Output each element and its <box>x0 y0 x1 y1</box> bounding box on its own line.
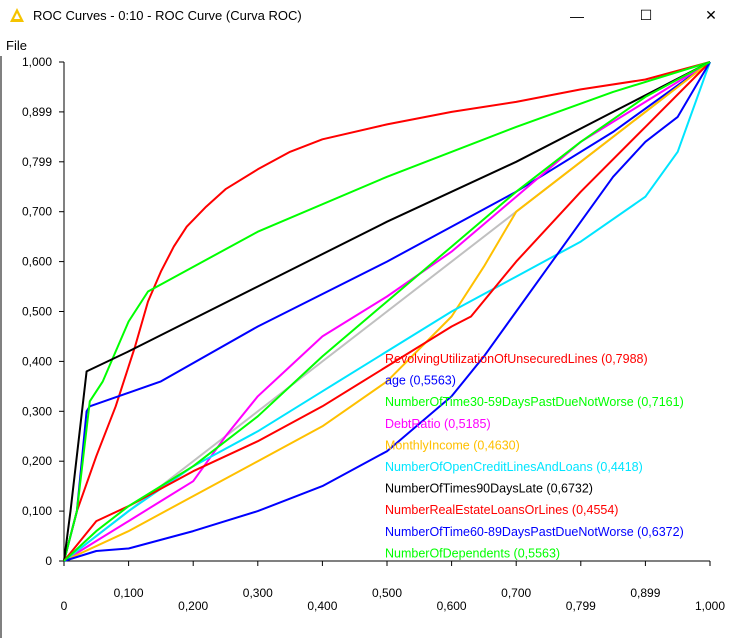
x-tick-label: 0,799 <box>566 599 596 613</box>
x-tick-label: 0,500 <box>372 586 402 600</box>
menu-file[interactable]: File <box>6 38 27 53</box>
legend-entry: NumberOfTime60-89DaysPastDueNotWorse (0,… <box>385 525 684 539</box>
x-tick-label: 0,300 <box>243 586 273 600</box>
x-tick-label: 0,100 <box>114 586 144 600</box>
close-button[interactable]: ✕ <box>688 0 734 31</box>
roc-series-line <box>63 61 711 562</box>
x-tick-label: 0,400 <box>307 599 337 613</box>
title-bar: ROC Curves - 0:10 - ROC Curve (Curva ROC… <box>0 0 738 31</box>
maximize-icon: ☐ <box>639 7 653 23</box>
window-title: ROC Curves - 0:10 - ROC Curve (Curva ROC… <box>33 8 302 23</box>
legend-entry: NumberRealEstateLoansOrLines (0,4554) <box>385 503 618 517</box>
legend-entry: age (0,5563) <box>385 374 456 388</box>
minimize-icon: — <box>570 7 584 24</box>
y-tick-label: 0,100 <box>22 504 52 518</box>
roc-chart-panel: 0 0,100 0,200 0,300 0,400 0,500 0,600 0,700 0,79… <box>0 55 738 638</box>
legend-entry: MonthlyIncome (0,4630) <box>385 438 520 452</box>
y-tick-label: 0,200 <box>22 454 52 468</box>
close-icon: ✕ <box>705 7 717 23</box>
menu-bar: File <box>0 36 738 56</box>
roc-chart: 0 0,100 0,200 0,300 0,400 0,500 0,600 0,700 0,79… <box>0 55 725 638</box>
x-tick-label: 0,899 <box>630 586 660 600</box>
legend-entry: NumberOfDependents (0,5563) <box>385 546 560 560</box>
knime-triangle-icon <box>10 8 24 22</box>
roc-series-line <box>63 61 711 562</box>
roc-series-line <box>63 61 711 562</box>
legend-entry: NumberOfTimes90DaysLate (0,6732) <box>385 482 593 496</box>
x-tick-label: 0,600 <box>437 599 467 613</box>
maximize-button[interactable]: ☐ <box>623 0 669 31</box>
y-tick-label: 0 <box>45 554 52 568</box>
legend-entry: NumberOfTime30-59DaysPastDueNotWorse (0,… <box>385 395 684 409</box>
x-tick-label: 0,200 <box>178 599 208 613</box>
roc-series-line <box>63 61 711 562</box>
y-tick-label: 1,000 <box>22 56 52 69</box>
x-tick-label: 0,700 <box>501 586 531 600</box>
roc-series-line <box>63 61 711 562</box>
roc-series-line <box>63 61 711 562</box>
y-tick-label: 0,799 <box>22 155 52 169</box>
y-tick-label: 0,700 <box>22 205 52 219</box>
legend-entry: NumberOfOpenCreditLinesAndLoans (0,4418) <box>385 460 643 474</box>
roc-series-line <box>63 61 711 562</box>
minimize-button[interactable]: — <box>554 0 600 31</box>
y-tick-label: 0,899 <box>22 105 52 119</box>
y-tick-label: 0,600 <box>22 255 52 269</box>
y-tick-label: 0,500 <box>22 305 52 319</box>
legend-entry: RevolvingUtilizationOfUnsecuredLines (0,… <box>385 352 648 366</box>
y-tick-label: 0,400 <box>22 354 52 368</box>
legend-entry: DebtRatio (0,5185) <box>385 417 491 431</box>
x-tick-label: 0 <box>61 599 68 613</box>
x-tick-label: 1,000 <box>695 599 725 613</box>
roc-series-line <box>63 61 711 562</box>
y-tick-label: 0,300 <box>22 404 52 418</box>
